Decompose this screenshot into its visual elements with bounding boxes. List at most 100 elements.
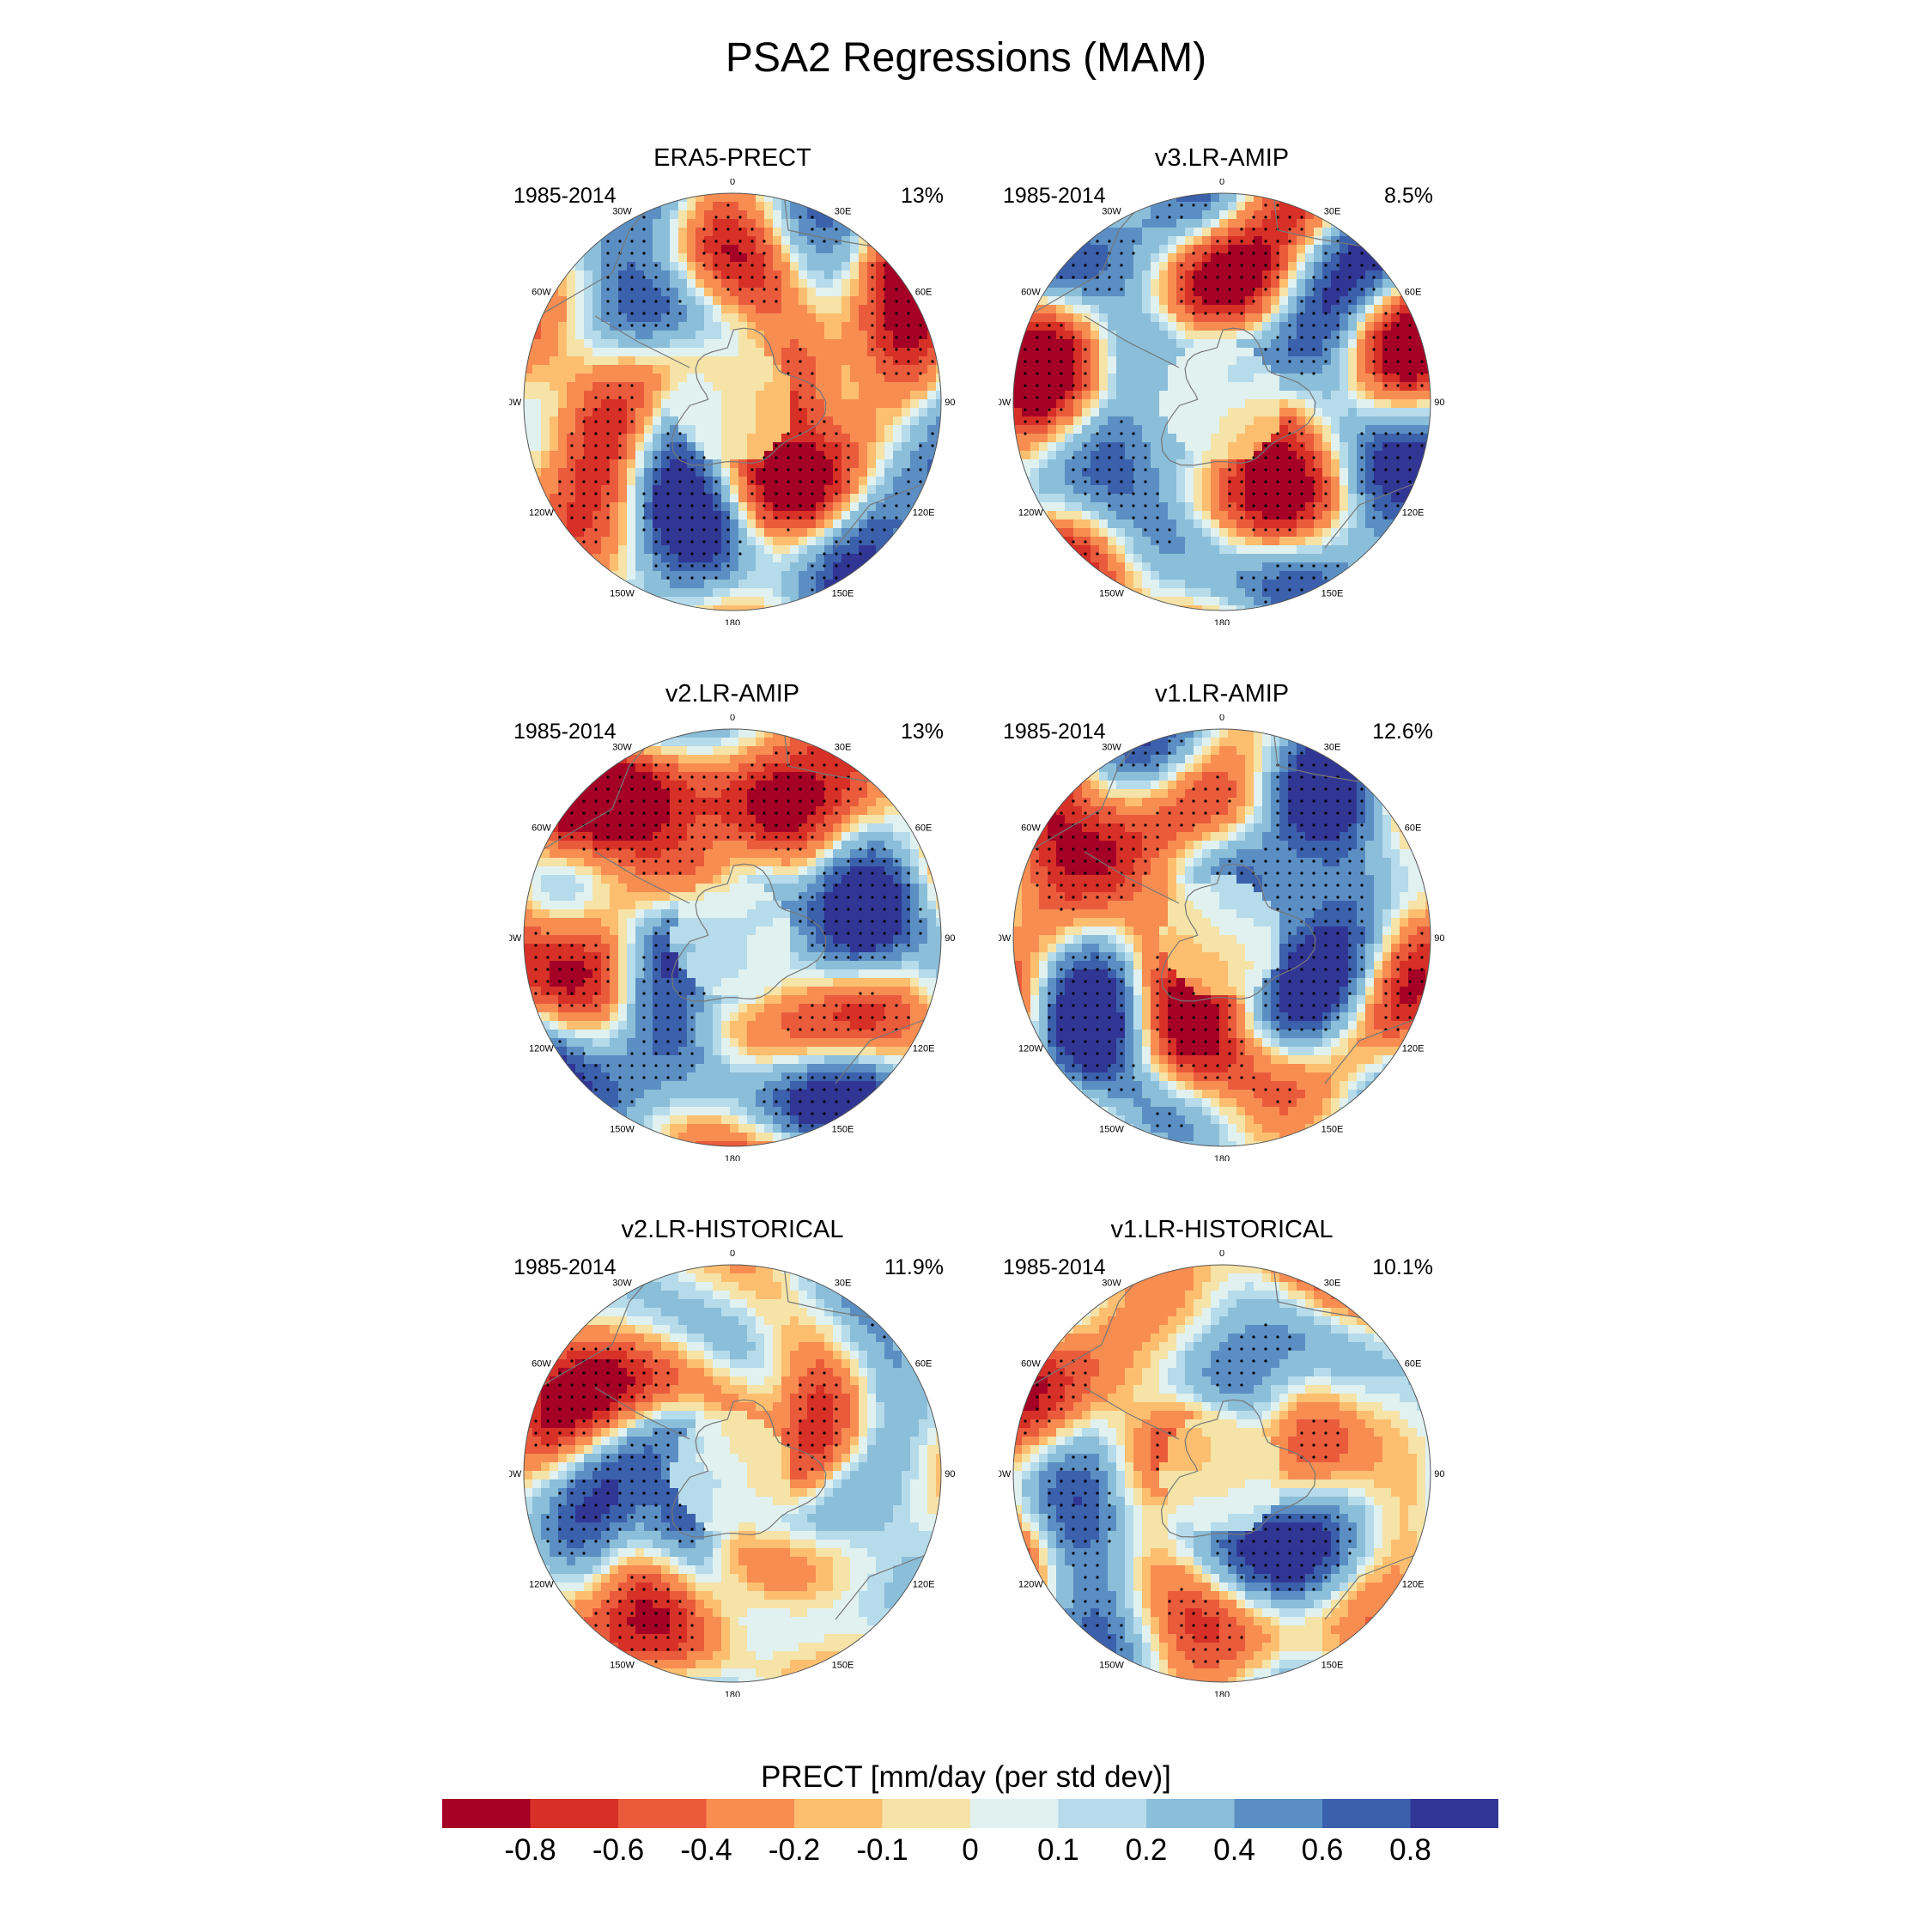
longitude-label: 150E (1321, 1125, 1344, 1135)
longitude-label: 90W (509, 398, 522, 408)
longitude-label: 60E (1405, 823, 1422, 834)
panel-title: v1.LR-HISTORICAL (1110, 1216, 1334, 1243)
colorbar-swatch (882, 1799, 971, 1828)
longitude-label: 60W (1021, 1359, 1041, 1370)
panel-v1-historical: v1.LR-HISTORICAL 1985-2014 10.1% 0 30E 60E… (999, 1216, 1445, 1697)
map-border (1012, 192, 1431, 611)
colorbar-swatch (706, 1799, 795, 1828)
coastline (1084, 851, 1180, 904)
panel-percent: 12.6% (1372, 720, 1433, 744)
longitude-label: 150E (832, 1125, 854, 1135)
colorbar-tick-label: -0.6 (592, 1833, 645, 1867)
longitude-label: 150W (610, 1125, 635, 1135)
coastline (594, 315, 690, 368)
panel-v1-amip: v1.LR-AMIP 1985-2014 12.6% 0 30E 60E 90E 120… (999, 680, 1445, 1161)
colorbar-tick-label: -0.1 (856, 1833, 908, 1867)
coastline (1273, 729, 1369, 784)
panel-years: 1985-2014 (513, 1255, 617, 1279)
colorbar-swatch (794, 1799, 883, 1828)
panel-years: 1985-2014 (1003, 1255, 1106, 1279)
longitude-label: 180 (725, 618, 740, 625)
panel-era5: ERA5-PRECT 1985-2014 13% 0 30E 60E 90E 120E 1… (509, 144, 956, 625)
colorbar-swatch (970, 1799, 1059, 1828)
coastline (783, 193, 879, 248)
longitude-label: 150W (610, 1661, 635, 1671)
panel-title: ERA5-PRECT (653, 144, 811, 172)
longitude-label: 120E (1402, 1580, 1425, 1590)
longitude-label: 30W (1102, 206, 1121, 216)
coastline (1160, 1399, 1316, 1538)
colorbar-tick-label: 0 (962, 1833, 979, 1867)
longitude-label: 60E (915, 823, 933, 834)
coastline (1324, 483, 1416, 549)
panel-title: v2.LR-HISTORICAL (621, 1216, 844, 1243)
panel-percent: 10.1% (1372, 1255, 1433, 1279)
longitude-label: 60W (532, 288, 551, 298)
longitude-label: 0 (1219, 1250, 1224, 1259)
longitude-label: 120E (913, 1044, 935, 1054)
longitude-label: 60E (915, 1359, 933, 1370)
coastline (783, 1265, 879, 1320)
colorbar-swatch (442, 1799, 531, 1828)
longitude-label: 30W (612, 206, 632, 216)
longitude-label: 150E (832, 589, 854, 599)
coastline (1324, 1018, 1416, 1084)
coastline (524, 735, 656, 861)
colorbar-swatch (1058, 1799, 1147, 1828)
panel-v2-amip: v2.LR-AMIP 1985-2014 13% 0 30E 60E 90E 120E 1… (509, 680, 956, 1161)
precip-field (524, 193, 941, 611)
longitude-label: 120E (913, 1580, 935, 1590)
longitude-label: 0 (1219, 179, 1224, 187)
longitude-label: 90E (945, 1469, 956, 1479)
longitude-label: 150E (1321, 1661, 1344, 1671)
colorbar-swatch (1322, 1799, 1411, 1828)
longitude-label: 120W (529, 1580, 554, 1590)
panel-percent: 8.5% (1384, 184, 1433, 208)
longitude-label: 90E (945, 398, 956, 408)
coastline (524, 199, 656, 325)
longitude-label: 60W (1021, 823, 1041, 834)
panel-v3-amip: v3.LR-AMIP 1985-2014 8.5% 0 30E 60E 90E 120E… (999, 144, 1445, 625)
precip-field (1013, 193, 1431, 611)
longitude-label: 30W (1102, 1278, 1121, 1288)
longitude-label: 30E (1324, 742, 1341, 752)
colorbar-tick-label: 0.2 (1125, 1833, 1168, 1867)
coastline (594, 851, 690, 904)
panel-years: 1985-2014 (513, 184, 617, 208)
longitude-label: 30E (835, 206, 852, 216)
longitude-label: 150E (1321, 589, 1344, 599)
longitude-label: 120E (1402, 1044, 1425, 1054)
polar-map: 0 30E 60E 90E 120E 150E 180 150W 120W 90W 60W 30W (509, 714, 956, 1161)
coastline (835, 1554, 927, 1620)
coastline (1084, 1387, 1180, 1440)
longitude-label: 0 (730, 714, 735, 723)
longitude-label: 90W (999, 933, 1012, 944)
longitude-label: 120W (529, 1044, 554, 1054)
polar-map: 0 30E 60E 90E 120E 150E 180 150W 120W 90W 60W 30W (509, 1250, 956, 1697)
precip-field (1013, 729, 1431, 1146)
longitude-label: 180 (1214, 1154, 1230, 1161)
longitude-label: 180 (725, 1154, 740, 1161)
longitude-label: 180 (1214, 618, 1230, 625)
colorbar-swatch (1410, 1799, 1498, 1828)
longitude-label: 90E (1434, 1469, 1445, 1479)
colorbar-title: PRECT [mm/day (per std dev)] (761, 1760, 1171, 1794)
longitude-label: 150E (832, 1661, 854, 1671)
coastline (524, 1271, 656, 1397)
panel-years: 1985-2014 (1003, 184, 1106, 208)
coastline (835, 483, 927, 549)
longitude-label: 90W (509, 1469, 522, 1479)
longitude-label: 30E (1324, 1278, 1341, 1288)
longitude-label: 0 (730, 1250, 735, 1259)
panel-title: v3.LR-AMIP (1154, 144, 1290, 172)
coastline (835, 1018, 927, 1084)
longitude-label: 120W (529, 508, 554, 519)
longitude-label: 30W (1102, 742, 1121, 752)
precip-field (1013, 1265, 1431, 1682)
colorbar-swatch (1146, 1799, 1235, 1828)
colorbar-tick-label: 0.4 (1213, 1833, 1255, 1867)
colorbar-tick-label: -0.2 (768, 1833, 821, 1867)
longitude-label: 90W (509, 933, 522, 944)
longitude-label: 180 (1214, 1690, 1230, 1697)
polar-map: 0 30E 60E 90E 120E 150E 180 150W 120W 90W 60W 30W (509, 179, 956, 625)
